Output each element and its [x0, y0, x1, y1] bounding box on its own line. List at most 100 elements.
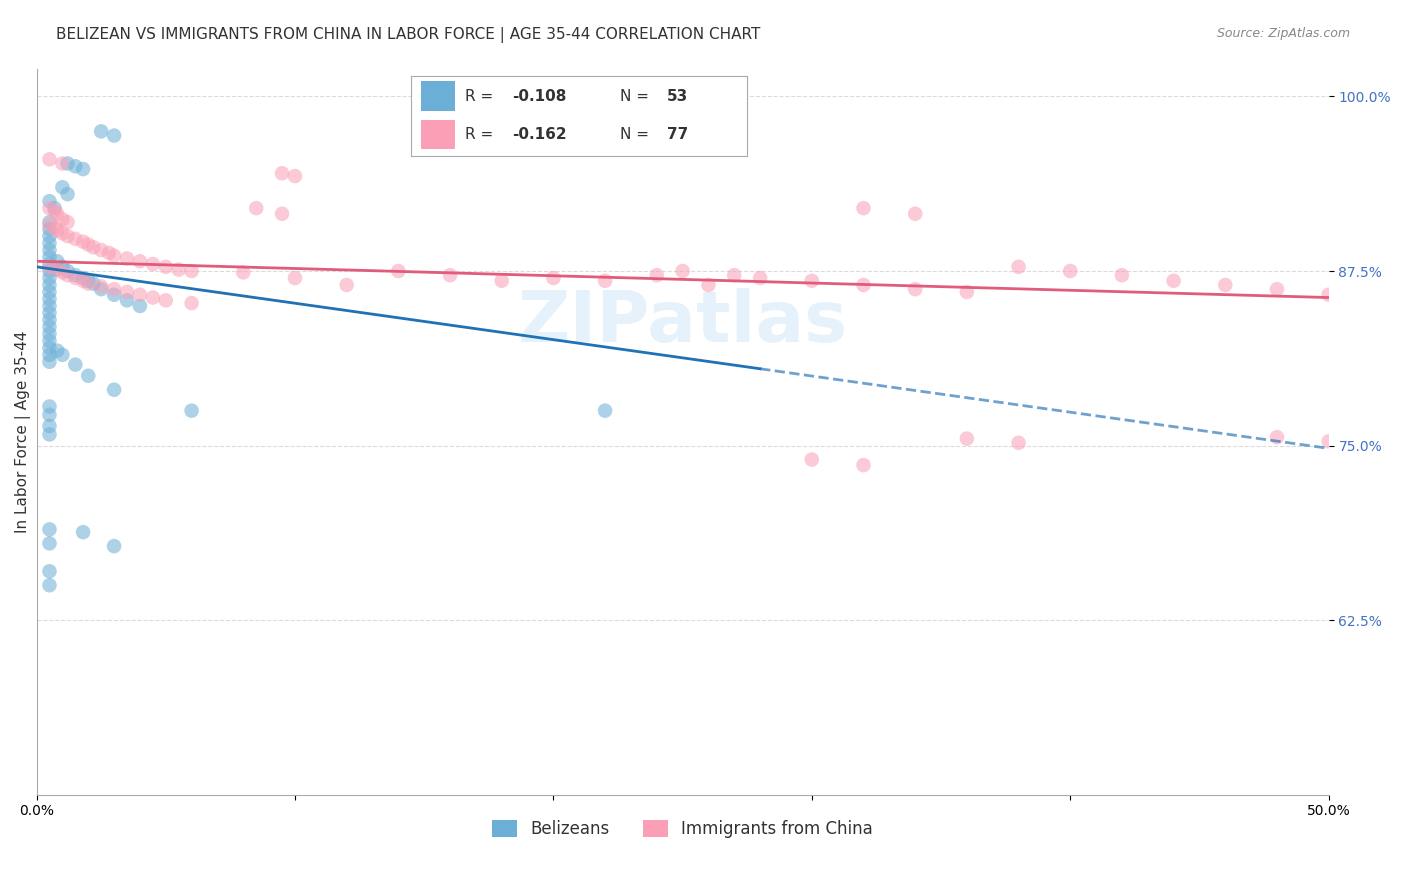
Point: [90, 282, 112, 296]
Point: [155, 260, 177, 274]
Point: [245, 201, 267, 215]
Point: [46, 223, 69, 237]
Point: [593, 403, 616, 417]
Point: [1007, 435, 1029, 450]
Point: [90, 243, 112, 257]
Point: [155, 293, 177, 308]
Point: [51, 265, 73, 279]
Point: [723, 268, 745, 283]
Point: [232, 265, 254, 279]
Point: [38, 522, 60, 536]
Point: [38, 348, 60, 362]
Point: [82, 240, 104, 254]
Y-axis label: In Labor Force | Age 35-44: In Labor Force | Age 35-44: [15, 330, 31, 533]
Point: [38, 201, 60, 215]
Point: [97, 245, 120, 260]
Point: [38, 236, 60, 251]
Point: [38, 260, 60, 274]
Point: [65, 271, 87, 285]
Point: [38, 243, 60, 257]
Point: [1265, 430, 1288, 444]
Point: [645, 268, 668, 283]
Point: [82, 277, 104, 291]
Point: [115, 293, 138, 308]
Point: [38, 285, 60, 299]
Point: [38, 194, 60, 209]
Point: [38, 222, 60, 236]
Point: [271, 166, 294, 180]
Point: [1111, 268, 1133, 283]
Point: [38, 271, 60, 285]
Point: [56, 187, 79, 202]
Point: [77, 274, 100, 288]
Point: [103, 539, 125, 553]
Point: [180, 264, 202, 278]
Point: [77, 277, 100, 291]
Point: [77, 368, 100, 383]
Point: [697, 277, 720, 292]
Point: [336, 277, 359, 292]
Point: [72, 235, 94, 249]
Point: [38, 313, 60, 327]
Point: [65, 268, 87, 283]
Point: [284, 169, 307, 183]
Point: [38, 229, 60, 244]
Point: [90, 124, 112, 138]
Point: [1213, 277, 1236, 292]
Point: [271, 207, 294, 221]
Point: [51, 227, 73, 241]
Point: [44, 201, 66, 215]
Point: [129, 254, 152, 268]
Point: [904, 207, 927, 221]
Point: [65, 358, 87, 372]
Point: [38, 564, 60, 578]
Point: [852, 458, 875, 472]
Point: [142, 291, 165, 305]
Point: [44, 204, 66, 219]
Point: [72, 271, 94, 285]
Point: [51, 212, 73, 227]
Point: [1317, 434, 1340, 449]
Point: [38, 334, 60, 348]
Point: [852, 201, 875, 215]
Point: [439, 268, 461, 283]
Point: [103, 383, 125, 397]
Text: Source: ZipAtlas.com: Source: ZipAtlas.com: [1216, 27, 1350, 40]
Point: [103, 282, 125, 296]
Point: [1317, 287, 1340, 301]
Legend: Belizeans, Immigrants from China: Belizeans, Immigrants from China: [485, 813, 880, 845]
Point: [72, 274, 94, 288]
Point: [56, 229, 79, 244]
Point: [800, 452, 823, 467]
Point: [103, 287, 125, 301]
Point: [800, 274, 823, 288]
Point: [956, 432, 979, 446]
Point: [38, 341, 60, 355]
Point: [1007, 260, 1029, 274]
Point: [142, 257, 165, 271]
Point: [38, 257, 60, 271]
Point: [167, 262, 190, 277]
Point: [38, 408, 60, 422]
Point: [129, 287, 152, 301]
Point: [44, 220, 66, 235]
Point: [38, 326, 60, 341]
Point: [51, 348, 73, 362]
Point: [72, 162, 94, 177]
Point: [387, 264, 409, 278]
Point: [38, 277, 60, 292]
Point: [38, 419, 60, 434]
Point: [38, 299, 60, 313]
Point: [103, 249, 125, 263]
Point: [46, 254, 69, 268]
Point: [56, 156, 79, 170]
Point: [1059, 264, 1081, 278]
Point: [38, 536, 60, 550]
Point: [956, 285, 979, 299]
Point: [38, 427, 60, 442]
Text: ZIPatlas: ZIPatlas: [517, 288, 848, 357]
Text: BELIZEAN VS IMMIGRANTS FROM CHINA IN LABOR FORCE | AGE 35-44 CORRELATION CHART: BELIZEAN VS IMMIGRANTS FROM CHINA IN LAB…: [56, 27, 761, 43]
Point: [51, 156, 73, 170]
Point: [46, 262, 69, 277]
Point: [1265, 282, 1288, 296]
